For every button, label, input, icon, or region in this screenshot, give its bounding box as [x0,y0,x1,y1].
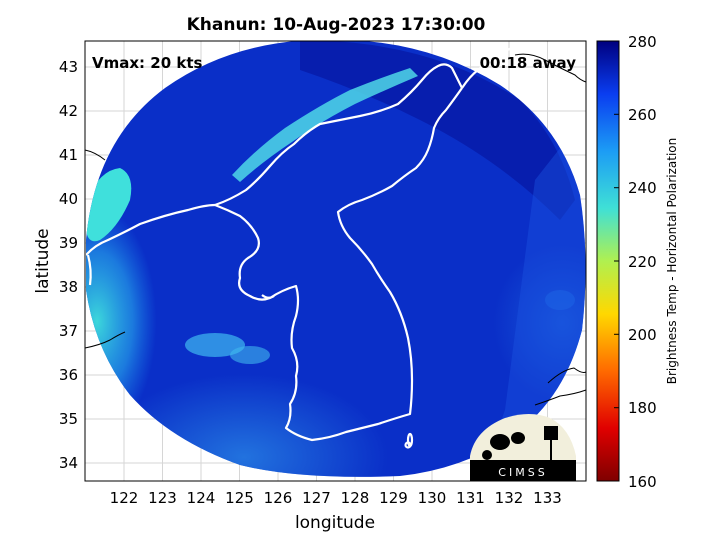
y-tick-label: 34 [59,454,78,472]
colorbar-label: Brightness Temp - Horizontal Polarizatio… [665,138,679,385]
x-tick-label: 130 [418,489,447,507]
x-tick-label: 133 [533,489,562,507]
logo-text: CIMSS [498,466,547,479]
x-axis-label: longitude [295,513,375,533]
x-tick-label: 129 [379,489,408,507]
colorbar-tick-label: 280 [628,33,657,51]
y-tick-label: 35 [59,410,78,428]
vmax-label: Vmax: 20 kts [92,54,202,72]
chart-title: Khanun: 10-Aug-2023 17:30:00 [187,15,486,35]
x-tick-labels: 122 123 124 125 126 127 128 129 130 131 … [110,489,562,507]
x-tick-label: 127 [302,489,331,507]
colorbar-tick-label: 200 [628,326,657,344]
y-tick-label: 40 [59,190,78,208]
y-tick-label: 36 [59,366,78,384]
x-tick-label: 125 [225,489,254,507]
colorbar-tick-label: 240 [628,179,657,197]
satellite-swath [86,41,586,477]
colorbar-tick-label: 160 [628,473,657,491]
colorbar-tick-labels: 160 180 200 220 240 260 280 [628,33,657,491]
colorbar-ticks [614,40,619,482]
x-tick-label: 123 [148,489,177,507]
y-tick-label: 41 [59,146,78,164]
y-tick-label: 38 [59,278,78,296]
coastlines [85,42,521,449]
x-tick-label: 124 [187,489,216,507]
y-tick-labels: 34 35 36 37 38 39 40 41 42 43 [59,58,78,472]
x-tick-label: 131 [456,489,485,507]
y-tick-label: 39 [59,234,78,252]
y-axis-label: latitude [33,228,53,293]
colorbar-tick-label: 220 [628,253,657,271]
y-tick-label: 42 [59,102,78,120]
x-tick-label: 126 [264,489,293,507]
time-away-label: 00:18 away [480,54,577,72]
y-tick-label: 43 [59,58,78,76]
y-tick-label: 37 [59,322,78,340]
x-tick-label: 128 [341,489,370,507]
colorbar-tick-label: 180 [628,399,657,417]
plot-frame [84,40,587,482]
x-tick-label: 122 [110,489,139,507]
outer-coastlines [84,53,587,406]
x-tick-label: 132 [495,489,524,507]
cimss-logo: CIMSS [470,414,576,481]
colorbar-tick-label: 260 [628,106,657,124]
